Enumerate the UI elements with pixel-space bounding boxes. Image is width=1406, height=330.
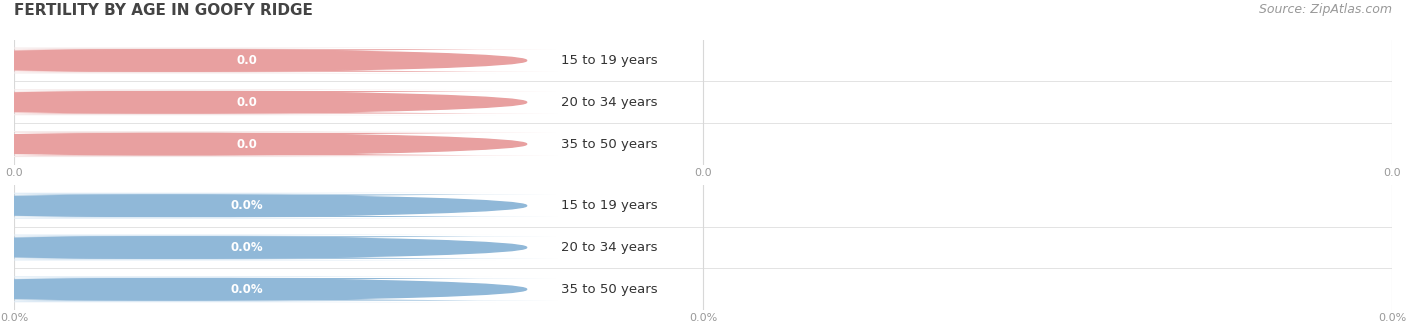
FancyBboxPatch shape — [0, 131, 496, 157]
FancyBboxPatch shape — [0, 48, 496, 74]
Text: 15 to 19 years: 15 to 19 years — [561, 54, 658, 67]
FancyBboxPatch shape — [0, 91, 558, 114]
FancyBboxPatch shape — [0, 133, 558, 155]
Text: 0.0: 0.0 — [236, 138, 257, 150]
Text: 20 to 34 years: 20 to 34 years — [561, 96, 657, 109]
Text: 20 to 34 years: 20 to 34 years — [561, 241, 657, 254]
Circle shape — [0, 50, 527, 71]
FancyBboxPatch shape — [0, 276, 496, 302]
Text: 15 to 19 years: 15 to 19 years — [561, 199, 658, 212]
Circle shape — [0, 195, 527, 216]
Text: 0.0%: 0.0% — [231, 283, 263, 296]
Circle shape — [0, 92, 527, 113]
FancyBboxPatch shape — [0, 235, 496, 260]
Text: 35 to 50 years: 35 to 50 years — [561, 283, 658, 296]
Text: Source: ZipAtlas.com: Source: ZipAtlas.com — [1258, 3, 1392, 16]
Text: 0.0: 0.0 — [236, 54, 257, 67]
Circle shape — [0, 279, 527, 300]
FancyBboxPatch shape — [0, 278, 558, 301]
FancyBboxPatch shape — [0, 194, 558, 217]
FancyBboxPatch shape — [0, 193, 496, 219]
FancyBboxPatch shape — [0, 236, 558, 259]
Text: 0.0%: 0.0% — [231, 241, 263, 254]
Circle shape — [0, 237, 527, 258]
Text: 0.0: 0.0 — [236, 96, 257, 109]
Text: 0.0%: 0.0% — [231, 199, 263, 212]
Text: 35 to 50 years: 35 to 50 years — [561, 138, 658, 150]
FancyBboxPatch shape — [0, 89, 496, 115]
Circle shape — [0, 133, 527, 155]
FancyBboxPatch shape — [0, 49, 558, 72]
Text: FERTILITY BY AGE IN GOOFY RIDGE: FERTILITY BY AGE IN GOOFY RIDGE — [14, 3, 314, 18]
